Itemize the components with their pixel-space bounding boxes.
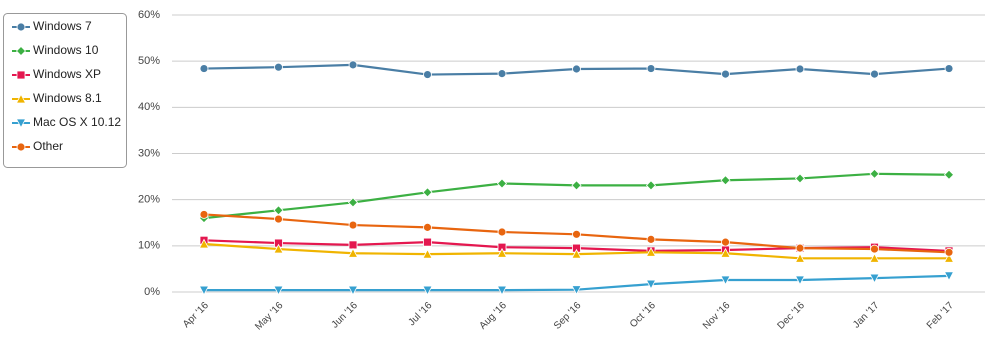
data-point: [198, 285, 210, 296]
x-tick-label: Jul '16: [406, 300, 434, 328]
legend-item: Windows 7: [12, 19, 92, 33]
legend-label: Mac OS X 10.12: [33, 115, 121, 129]
y-tick-label: 40%: [138, 101, 160, 113]
data-point: [943, 252, 955, 263]
legend-item: Windows 10: [12, 43, 99, 57]
data-point: [571, 248, 582, 259]
data-point: [794, 252, 806, 263]
data-point: [273, 243, 284, 254]
legend-item: Windows XP: [12, 67, 101, 81]
data-point: [422, 248, 433, 259]
data-point: [423, 222, 432, 232]
data-point: [348, 240, 358, 250]
data-point: [348, 220, 358, 230]
legend-marker: [15, 93, 27, 104]
x-tick-label: Aug '16: [477, 300, 509, 332]
legend-marker: [15, 118, 27, 129]
data-point: [795, 64, 805, 74]
data-point: [496, 285, 508, 296]
data-point: [198, 238, 210, 249]
data-point: [423, 70, 432, 79]
legend-item: Other: [12, 139, 63, 153]
legend-label: Other: [33, 139, 63, 153]
data-point: [497, 227, 507, 237]
y-tick-label: 50%: [138, 55, 160, 67]
data-point: [422, 187, 433, 198]
legend-marker: [16, 142, 26, 152]
data-point: [645, 180, 657, 191]
x-tick-label: Apr '16: [181, 300, 211, 330]
legend-box: [3, 13, 127, 168]
data-point: [273, 285, 284, 296]
data-point: [869, 252, 880, 263]
data-point: [348, 60, 358, 70]
data-point: [944, 247, 954, 257]
data-point: [347, 247, 359, 258]
x-tick-label: Sep '16: [552, 300, 584, 332]
y-tick-label: 20%: [138, 194, 160, 206]
data-point: [943, 271, 955, 282]
x-tick-label: Nov '16: [701, 300, 733, 332]
data-point: [646, 234, 656, 244]
data-point: [572, 64, 581, 74]
data-point: [794, 173, 806, 184]
data-point: [199, 210, 209, 219]
data-point: [496, 247, 508, 258]
data-point: [944, 64, 954, 73]
data-point: [571, 285, 582, 296]
x-tick-label: Jan '17: [851, 300, 882, 331]
legend-item: Windows 8.1: [12, 91, 102, 105]
x-tick-label: Dec '16: [775, 300, 807, 332]
data-point: [720, 175, 731, 186]
legend-marker: [16, 70, 26, 80]
data-point: [720, 247, 731, 258]
x-tick-label: May '16: [253, 300, 286, 333]
legend-label: Windows 7: [33, 19, 92, 33]
data-point: [645, 246, 657, 257]
data-point: [423, 237, 432, 247]
x-tick-label: Feb '17: [925, 300, 956, 331]
data-point: [720, 275, 731, 286]
data-point: [571, 180, 582, 191]
legend-label: Windows 8.1: [33, 91, 102, 105]
y-tick-label: 30%: [138, 147, 160, 159]
legend-label: Windows 10: [33, 43, 99, 57]
data-point: [497, 69, 507, 79]
legend-label: Windows XP: [33, 67, 101, 81]
legend-item: Mac OS X 10.12: [12, 115, 121, 129]
x-tick-label: Oct '16: [628, 300, 658, 330]
data-point: [943, 169, 955, 180]
data-point: [721, 69, 730, 79]
y-tick-label: 0%: [144, 286, 160, 298]
data-point: [199, 64, 209, 73]
data-point: [870, 244, 879, 254]
data-point: [645, 279, 657, 290]
data-point: [273, 205, 284, 216]
y-tick-label: 60%: [138, 9, 160, 21]
data-point: [794, 275, 806, 286]
data-point: [870, 69, 879, 79]
data-point: [422, 285, 433, 296]
data-point: [721, 237, 730, 247]
data-point: [869, 168, 880, 179]
x-tick-label: Jun '16: [330, 300, 361, 331]
data-point: [646, 64, 656, 73]
data-point: [274, 214, 283, 224]
legend-marker: [16, 22, 26, 32]
data-point: [795, 243, 805, 253]
data-point: [347, 197, 359, 208]
data-point: [572, 229, 581, 239]
y-tick-label: 10%: [138, 240, 160, 252]
data-point: [496, 178, 508, 189]
data-point: [869, 273, 880, 284]
data-point: [274, 62, 283, 72]
legend-marker: [15, 45, 27, 57]
data-point: [347, 285, 359, 296]
